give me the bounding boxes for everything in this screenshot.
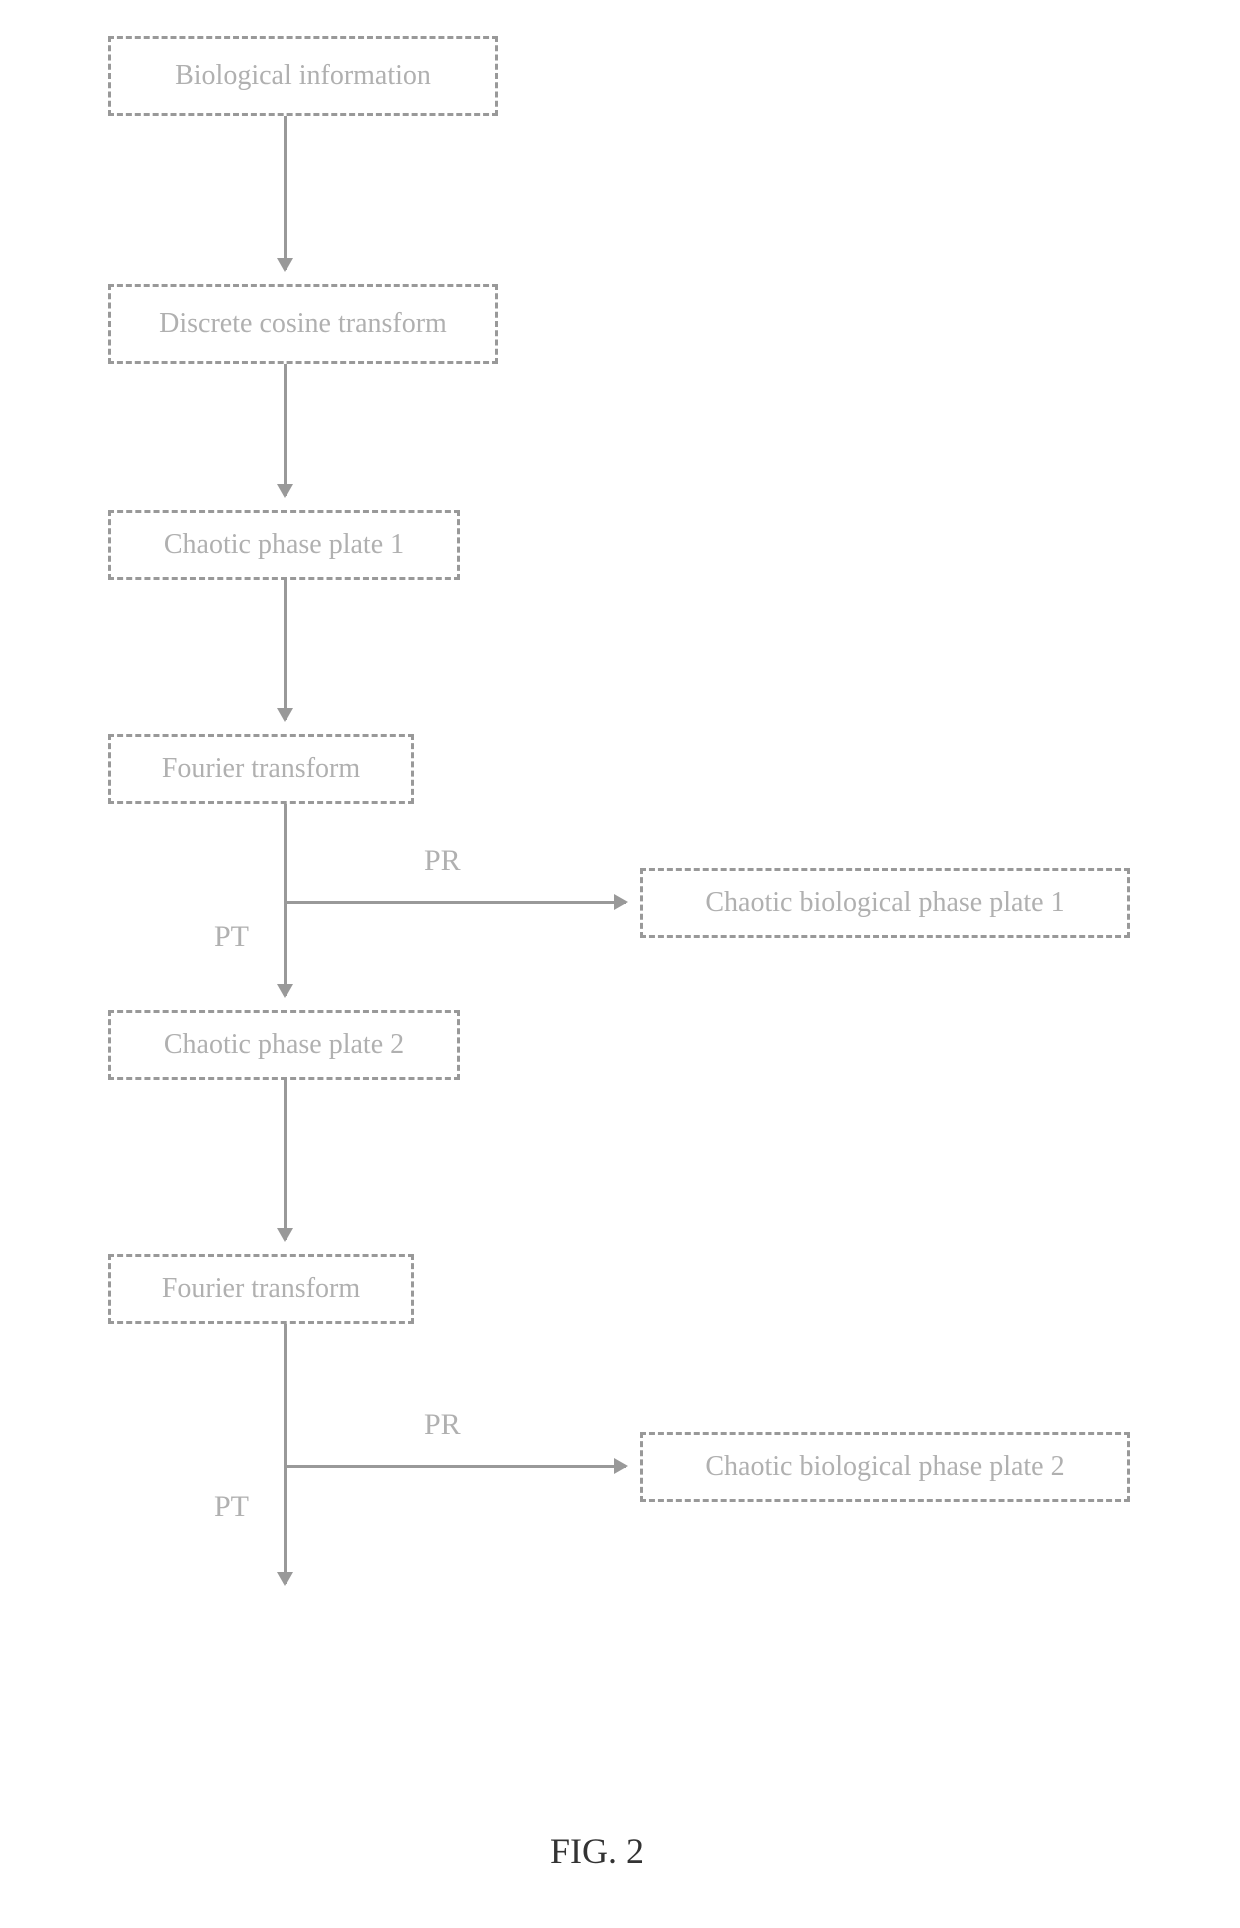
label-text: PR	[424, 1408, 461, 1441]
label-text: PT	[214, 920, 249, 953]
node-fourier-1: Fourier transform	[108, 734, 414, 804]
arrow-v-2	[284, 364, 287, 496]
label-text: PR	[424, 844, 461, 877]
arrow-v-4	[284, 804, 287, 996]
caption-text: FIG. 2	[550, 1831, 644, 1871]
node-chaotic-bio-phase-2: Chaotic biological phase plate 2	[640, 1432, 1130, 1502]
node-label: Chaotic phase plate 2	[164, 1029, 404, 1061]
label-pr-2: PR	[424, 1408, 461, 1442]
arrow-h-1	[286, 901, 626, 904]
label-pr-1: PR	[424, 844, 461, 878]
label-text: PT	[214, 1490, 249, 1523]
arrow-v-6	[284, 1324, 287, 1584]
arrow-h-2	[286, 1465, 626, 1468]
label-pt-2: PT	[214, 1490, 249, 1524]
node-label: Chaotic biological phase plate 2	[705, 1451, 1064, 1483]
node-chaotic-phase-1: Chaotic phase plate 1	[108, 510, 460, 580]
figure-caption: FIG. 2	[550, 1830, 644, 1872]
arrow-v-1	[284, 116, 287, 270]
node-label: Fourier transform	[162, 1273, 360, 1305]
node-chaotic-bio-phase-1: Chaotic biological phase plate 1	[640, 868, 1130, 938]
node-fourier-2: Fourier transform	[108, 1254, 414, 1324]
node-label: Fourier transform	[162, 753, 360, 785]
node-label: Chaotic phase plate 1	[164, 529, 404, 561]
node-label: Chaotic biological phase plate 1	[705, 887, 1064, 919]
arrow-v-5	[284, 1080, 287, 1240]
label-pt-1: PT	[214, 920, 249, 954]
node-biological-info: Biological information	[108, 36, 498, 116]
node-chaotic-phase-2: Chaotic phase plate 2	[108, 1010, 460, 1080]
arrow-v-3	[284, 580, 287, 720]
node-label: Biological information	[175, 60, 431, 92]
node-label: Discrete cosine transform	[159, 308, 447, 340]
node-dct: Discrete cosine transform	[108, 284, 498, 364]
